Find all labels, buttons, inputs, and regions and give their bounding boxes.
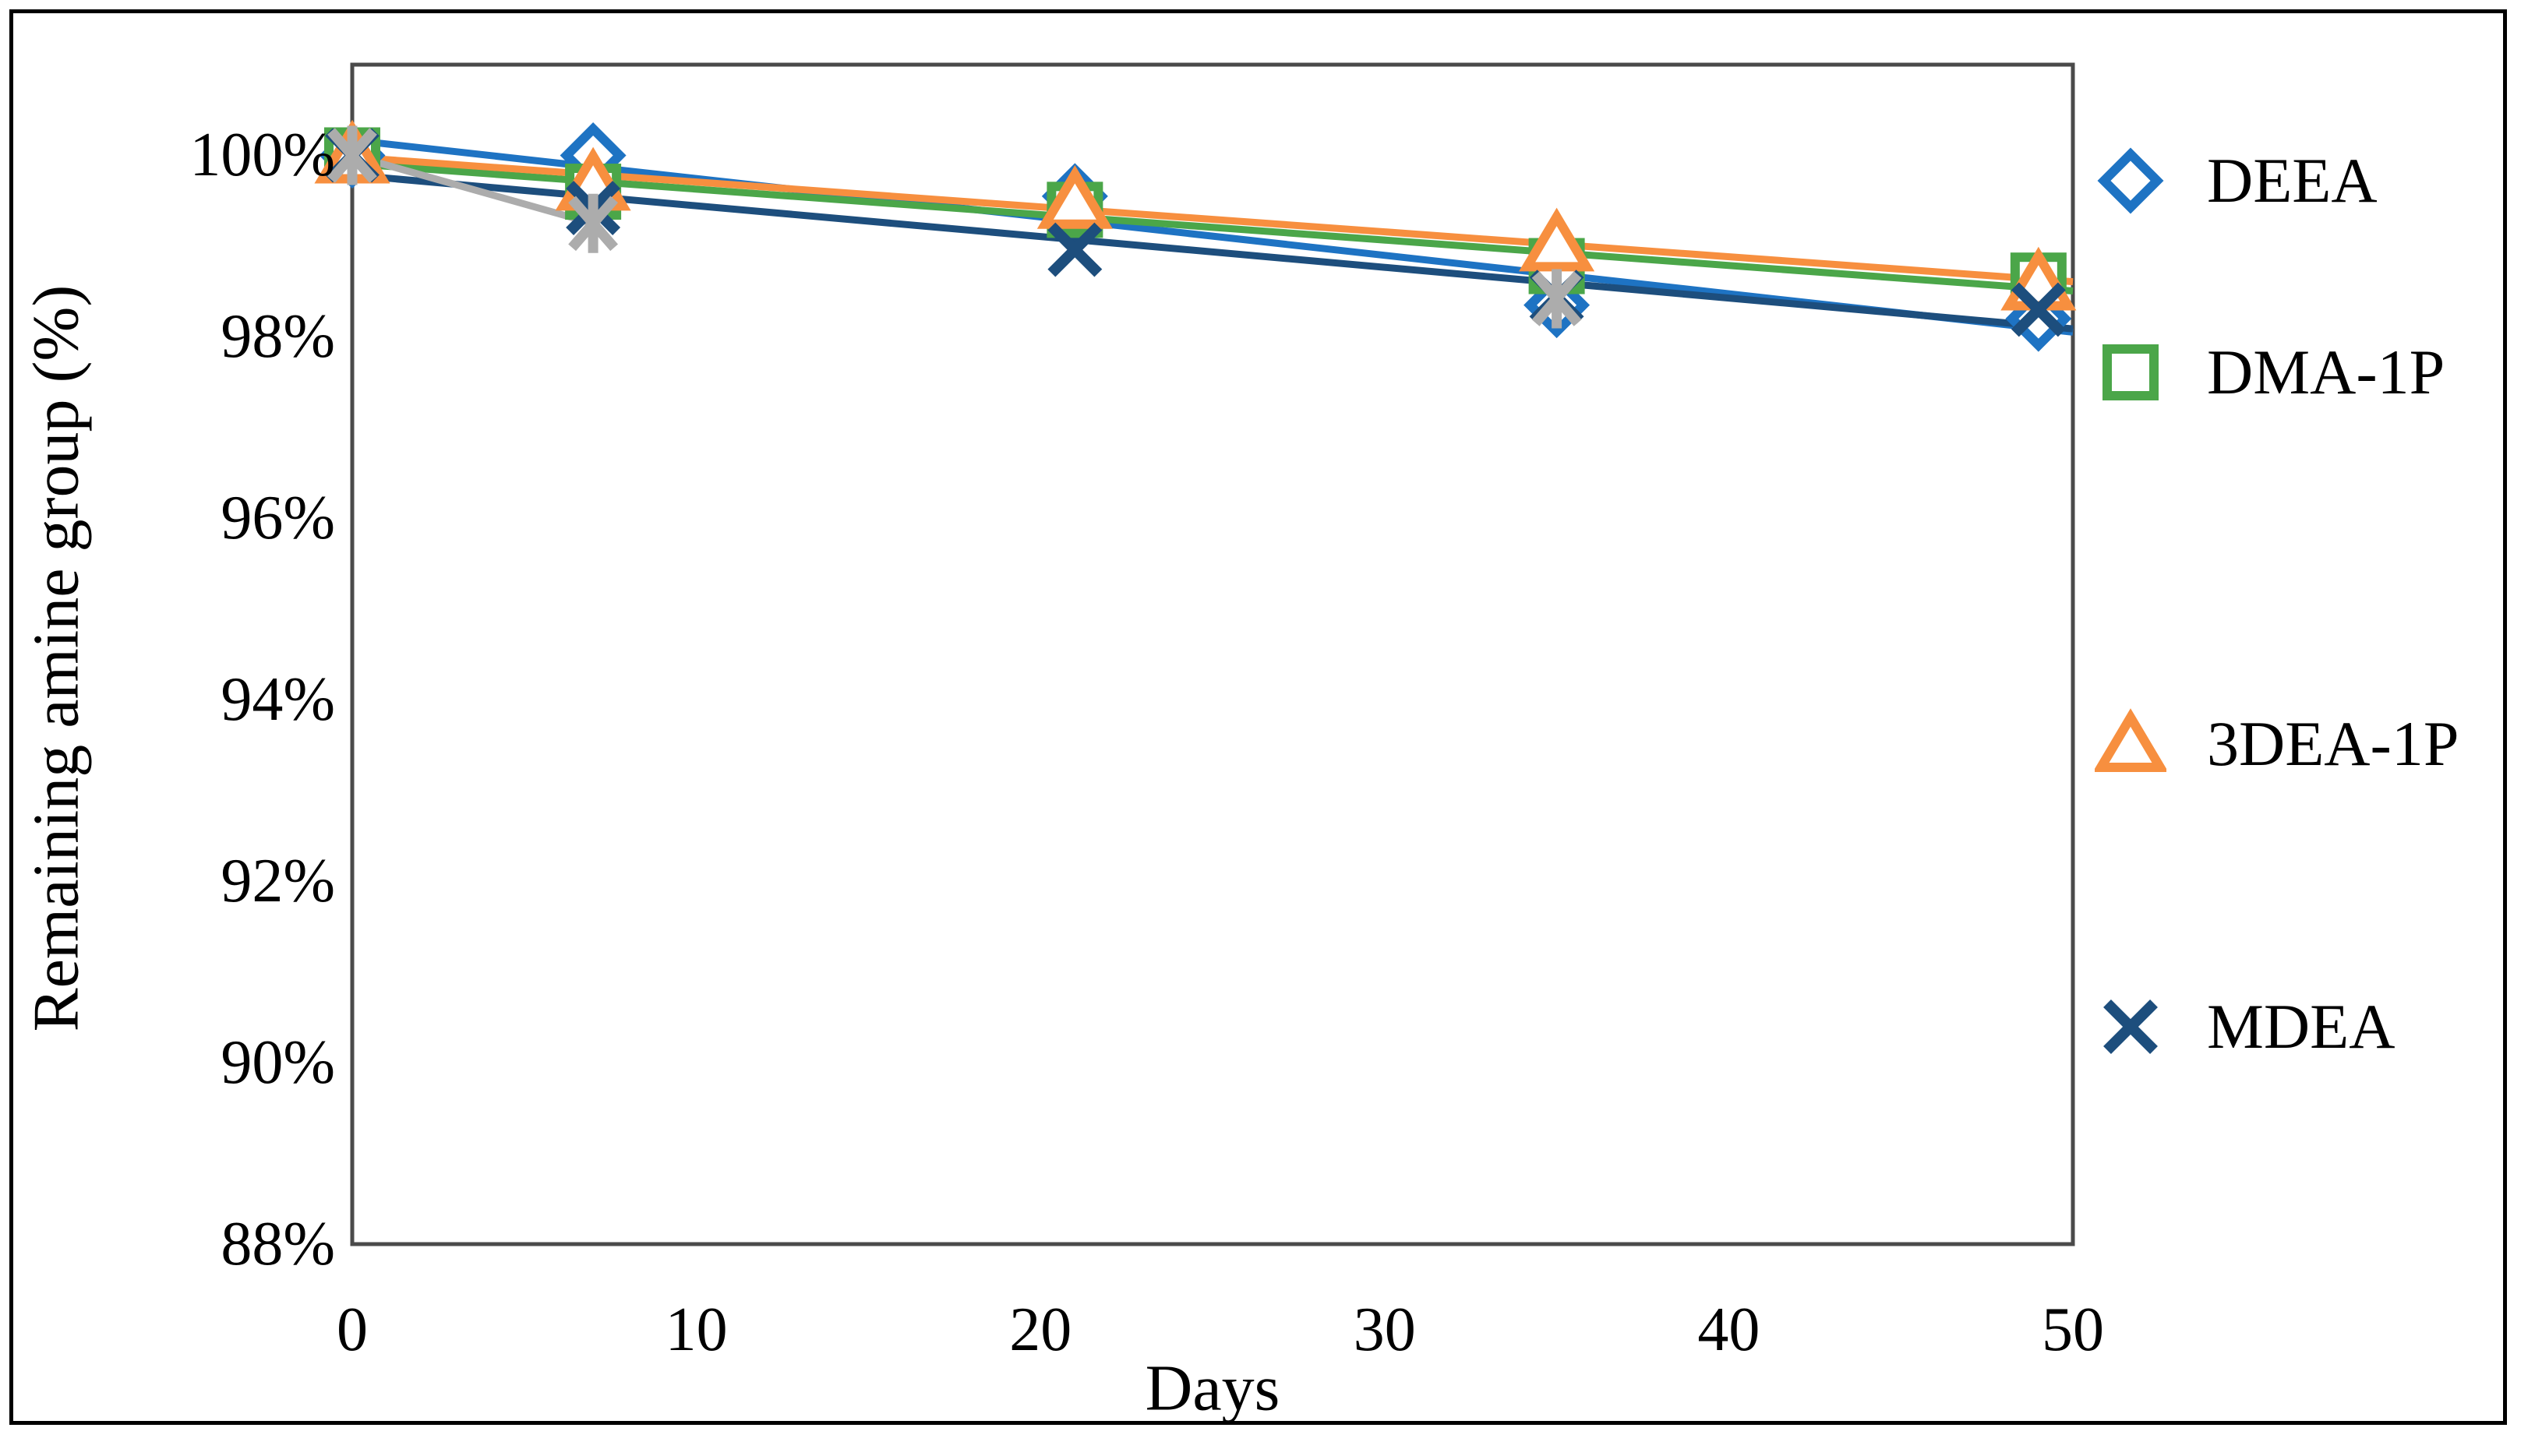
series-trendline-MDEA (351, 171, 2074, 333)
y-tick-label-88: 88% (221, 1210, 335, 1278)
x-marker (1047, 222, 1103, 277)
y-tick-label-90: 90% (221, 1028, 335, 1098)
y-tick-label-92: 92% (221, 847, 335, 916)
star-marker (568, 193, 619, 253)
plot-area-border (350, 62, 2075, 1246)
series-trendline-DMA-1P (351, 160, 2074, 294)
y-tick-label-98: 98% (221, 302, 335, 372)
series-line-gray (351, 152, 595, 227)
y-tick-label-94: 94% (221, 665, 335, 735)
y-axis-title: Remaining amine group (%) (19, 284, 93, 1032)
star-marker (327, 125, 377, 185)
triangle-marker (1036, 164, 1113, 229)
y-tick-label-96: 96% (221, 484, 335, 553)
x-tick-label-50: 50 (2042, 1296, 2104, 1364)
x-tick-label-10: 10 (665, 1296, 728, 1364)
star-marker (1531, 269, 1582, 329)
x-axis-title: Days (1145, 1352, 1280, 1425)
x-tick-label-40: 40 (1697, 1296, 1760, 1364)
series-trendline-3DEA-1P (351, 153, 2074, 286)
x-tick-label-0: 0 (337, 1296, 368, 1364)
x-tick-label-20: 20 (1009, 1296, 1072, 1364)
x-tick-label-30: 30 (1353, 1296, 1416, 1364)
series-points-gray (327, 125, 1582, 329)
y-tick-label-100: 100% (189, 121, 335, 190)
triangle-marker (1519, 207, 1595, 272)
x-marker (2011, 282, 2066, 337)
